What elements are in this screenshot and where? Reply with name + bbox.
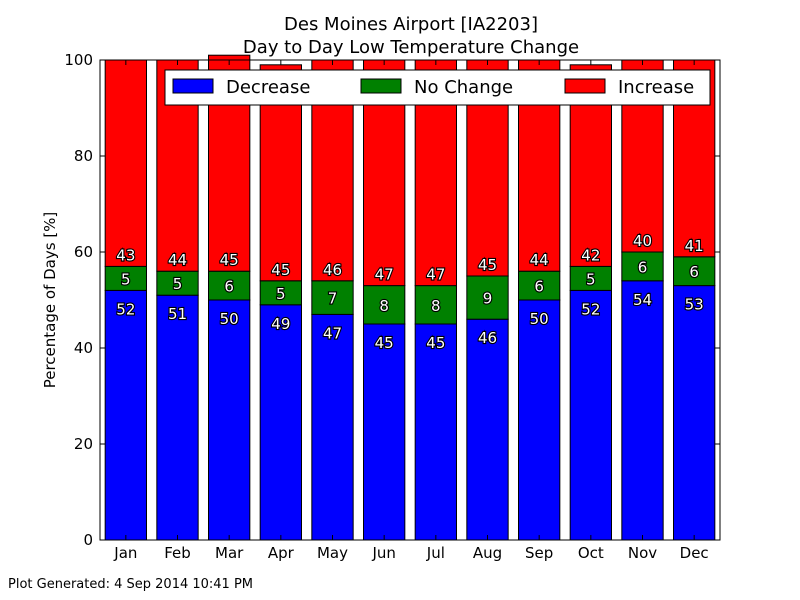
- data-label-no-change-jan: 5: [121, 270, 131, 288]
- data-label-increase-sep: 44: [530, 251, 549, 269]
- bar-decrease-apr: [259, 304, 302, 541]
- bar-no-change-oct: [569, 265, 613, 291]
- x-tick-label-mar: Mar: [215, 544, 244, 562]
- legend-label-no-change: No Change: [414, 77, 513, 98]
- x-tick-label-jun: Jun: [371, 544, 395, 562]
- bar-decrease-dec: [673, 285, 716, 541]
- data-label-increase-aug: 45: [478, 256, 497, 274]
- y-tick-label-100: 100: [64, 51, 93, 69]
- data-label-no-change-jun: 8: [379, 297, 389, 315]
- x-tick-label-may: May: [317, 544, 348, 562]
- bars-layer: [104, 54, 716, 541]
- data-label-decrease-may: 47: [323, 324, 342, 342]
- legend-label-increase: Increase: [618, 77, 694, 98]
- x-tick-label-oct: Oct: [578, 544, 604, 562]
- legend-label-decrease: Decrease: [226, 77, 310, 98]
- data-label-no-change-mar: 6: [224, 278, 234, 296]
- bar-increase-jan: [104, 59, 147, 267]
- bar-decrease-sep: [518, 299, 561, 541]
- bar-no-change-may: [311, 280, 354, 315]
- legend: Decrease No Change Increase: [164, 69, 711, 106]
- x-tick-label-sep: Sep: [525, 544, 553, 562]
- bar-decrease-jun: [363, 323, 406, 541]
- bar-no-change-sep: [518, 270, 561, 301]
- bar-decrease-nov: [621, 280, 664, 541]
- data-label-no-change-dec: 6: [689, 263, 699, 281]
- y-tick-label-80: 80: [74, 147, 93, 165]
- data-label-increase-jul: 47: [426, 266, 445, 284]
- bar-decrease-jan: [104, 289, 147, 541]
- bar-no-change-nov: [621, 251, 664, 282]
- bar-no-change-jun: [363, 285, 406, 325]
- bar-no-change-mar: [208, 270, 251, 301]
- x-tick-label-jul: Jul: [426, 544, 445, 562]
- x-tick-label-apr: Apr: [268, 544, 295, 562]
- data-label-increase-feb: 44: [168, 251, 187, 269]
- data-label-increase-jun: 47: [375, 266, 394, 284]
- bar-decrease-feb: [156, 294, 199, 541]
- data-label-increase-dec: 41: [685, 237, 704, 255]
- bar-no-change-jul: [414, 285, 457, 325]
- data-label-increase-apr: 45: [271, 261, 290, 279]
- legend-frame: [164, 69, 711, 106]
- data-label-no-change-aug: 9: [483, 290, 493, 308]
- data-label-decrease-jul: 45: [426, 334, 445, 352]
- data-label-increase-nov: 40: [633, 232, 652, 250]
- chart-title: Des Moines Airport [IA2203]: [284, 14, 538, 35]
- bar-decrease-oct: [569, 289, 613, 541]
- data-label-no-change-feb: 5: [173, 275, 183, 293]
- bar-no-change-apr: [259, 280, 302, 306]
- axis-ticks-layer: Jan Feb Mar Apr May Jun Jul Aug Sep Oct Nov Dec 0 20 4…: [64, 51, 720, 562]
- bar-decrease-mar: [208, 299, 251, 541]
- x-tick-label-aug: Aug: [473, 544, 502, 562]
- plot-generated-footer: Plot Generated: 4 Sep 2014 10:41 PM: [8, 577, 254, 592]
- data-label-increase-oct: 42: [581, 246, 600, 264]
- y-tick-label-20: 20: [74, 435, 93, 453]
- data-label-decrease-aug: 46: [478, 329, 497, 347]
- y-axis-label: Percentage of Days [%]: [41, 212, 59, 389]
- data-label-decrease-jun: 45: [375, 334, 394, 352]
- data-labels-layer: 5254351544506454954547746458474584746945…: [115, 231, 705, 353]
- legend-swatch-increase: [564, 78, 606, 94]
- data-label-increase-jan: 43: [116, 246, 135, 264]
- y-tick-label-0: 0: [83, 531, 93, 549]
- x-tick-label-jan: Jan: [113, 544, 137, 562]
- legend-swatch-decrease: [172, 78, 214, 94]
- chart-subtitle: Day to Day Low Temperature Change: [243, 37, 579, 58]
- plot-frame: [99, 59, 721, 541]
- bar-no-change-feb: [156, 270, 199, 296]
- x-tick-label-nov: Nov: [628, 544, 657, 562]
- data-label-no-change-sep: 6: [534, 278, 544, 296]
- data-label-decrease-nov: 54: [633, 291, 652, 309]
- bar-no-change-jan: [104, 265, 147, 291]
- x-tick-label-feb: Feb: [164, 544, 191, 562]
- data-label-no-change-oct: 5: [586, 270, 596, 288]
- y-tick-label-40: 40: [74, 339, 93, 357]
- data-label-increase-mar: 45: [220, 251, 239, 269]
- data-label-no-change-may: 7: [328, 290, 338, 308]
- data-label-decrease-oct: 52: [581, 300, 600, 318]
- data-label-decrease-sep: 50: [530, 310, 549, 328]
- legend-swatch-no-change: [360, 78, 402, 94]
- data-label-no-change-nov: 6: [638, 258, 648, 276]
- data-label-decrease-dec: 53: [685, 296, 704, 314]
- bar-decrease-jul: [414, 323, 457, 541]
- data-label-decrease-apr: 49: [271, 315, 290, 333]
- data-label-increase-may: 46: [323, 261, 342, 279]
- data-label-no-change-apr: 5: [276, 285, 286, 303]
- data-label-no-change-jul: 8: [431, 297, 441, 315]
- y-tick-label-60: 60: [74, 243, 93, 261]
- x-tick-label-dec: Dec: [680, 544, 709, 562]
- bar-decrease-aug: [466, 318, 509, 541]
- data-label-decrease-feb: 51: [168, 305, 187, 323]
- data-label-decrease-mar: 50: [220, 310, 239, 328]
- data-label-decrease-jan: 52: [116, 300, 135, 318]
- bar-decrease-may: [311, 313, 354, 541]
